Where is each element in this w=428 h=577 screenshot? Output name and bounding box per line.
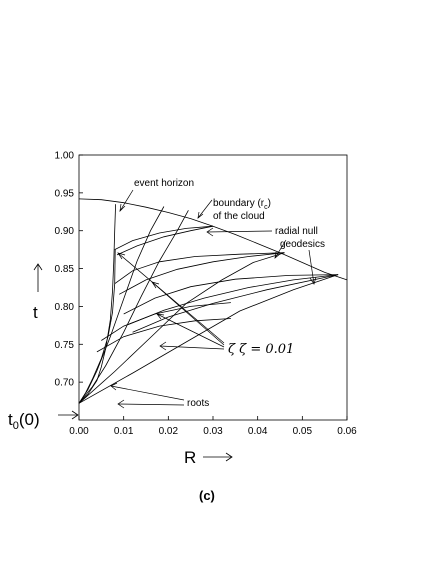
- t0-tail: (0): [19, 410, 40, 429]
- y-tick-label: 0.75: [55, 340, 75, 351]
- boundary-arrow: [197, 199, 213, 219]
- curve-14: [132, 274, 339, 333]
- x-tick-label: 0.03: [203, 426, 223, 437]
- curve-10: [114, 252, 285, 285]
- curve-8: [114, 225, 214, 250]
- boundary-text: boundary (r: [213, 198, 265, 209]
- radial-arrows: [206, 227, 317, 285]
- x-axis-label: R: [184, 448, 196, 467]
- y-tick-label: 1.00: [55, 151, 75, 162]
- t0-label: t0(0): [8, 410, 40, 432]
- y-tick-label: 0.90: [55, 226, 75, 237]
- roots-arrows: [110, 382, 185, 409]
- panel-label: (c): [199, 488, 215, 503]
- zeta-arrows: [117, 252, 225, 351]
- y-tick-label: 0.85: [55, 264, 75, 275]
- curve-5: [78, 210, 189, 404]
- annotation-radial-1: radial null: [275, 226, 318, 237]
- annotation-radial-2: geodesics: [280, 239, 325, 250]
- boundary-sub: c: [264, 204, 268, 211]
- y-tick-label: 0.95: [55, 188, 75, 199]
- annotation-event-horizon: event horizon: [134, 178, 194, 189]
- curve-16: [96, 318, 231, 353]
- curve-12: [123, 274, 339, 315]
- ticks-layer: 0.00 0.01 0.02 0.03 0.04 0.05 0.06 1.00 0.95 0.90…: [55, 151, 358, 438]
- curve-9: [116, 225, 214, 256]
- annotation-boundary-line2: of the cloud: [213, 211, 265, 222]
- curve-13: [127, 274, 339, 325]
- t0-sub: 0: [13, 420, 19, 432]
- curve-11: [119, 252, 285, 295]
- t0-arrow: [58, 410, 79, 420]
- curve-7: [78, 274, 339, 404]
- x-tick-label: 0.05: [293, 426, 313, 437]
- y-tick-label: 0.70: [55, 378, 75, 389]
- x-tick-label: 0.06: [337, 426, 357, 437]
- annotation-roots: roots: [187, 398, 209, 409]
- annotation-boundary: boundary (rc): [213, 198, 271, 211]
- series-layer: [78, 198, 348, 404]
- x-tick-label: 0.01: [114, 426, 134, 437]
- curve-4: [78, 206, 165, 404]
- x-tick-label: 0.00: [69, 426, 89, 437]
- curve-15: [101, 302, 231, 341]
- annotation-zeta: ζ ζ = 0.01: [228, 342, 294, 357]
- event-horizon-arrow: [119, 189, 134, 212]
- x-tick-label: 0.04: [248, 426, 268, 437]
- x-axis-arrow: [203, 452, 233, 462]
- boundary-close: ): [268, 198, 271, 209]
- y-axis-arrow: [33, 263, 43, 292]
- y-axis-label: t: [33, 303, 38, 322]
- x-tick-label: 0.02: [159, 426, 179, 437]
- curve-2: [78, 204, 116, 404]
- t0-main: t: [8, 410, 13, 429]
- y-tick-label: 0.80: [55, 302, 75, 313]
